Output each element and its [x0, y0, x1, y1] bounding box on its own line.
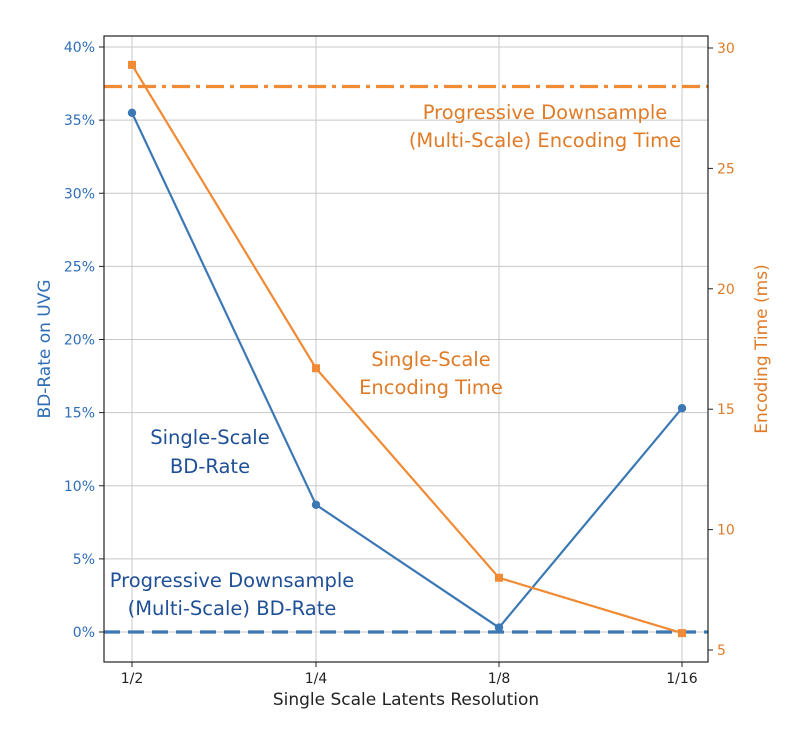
reference-lines [104, 84, 708, 634]
y-left-tick-label: 5% [73, 552, 95, 568]
encoding-time-point [128, 60, 136, 69]
bdrate-series-line [131, 112, 683, 630]
right-axis-title: Encoding Time (ms) [752, 264, 772, 433]
series [127, 60, 687, 638]
y-left-tick-label: 10% [64, 479, 95, 495]
annotation-multiscale-bdrate-line2: (Multi-Scale) BD-Rate [128, 597, 337, 620]
left-axis-title: BD-Rate on UVG [35, 279, 55, 418]
annotation-multiscale-bdrate-line1: Progressive Downsample [110, 569, 355, 592]
annotation-multiscale-time-line2: (Multi-Scale) Encoding Time [409, 129, 681, 152]
y-right-tick-label: 15 [717, 402, 735, 418]
encoding-time-point [312, 364, 320, 373]
y-left-tick-label: 25% [64, 259, 95, 275]
x-tick-label: 1/4 [305, 671, 328, 687]
y-right-tick-label: 5 [717, 643, 726, 659]
annotation-singlescale-time-line1: Single-Scale [371, 348, 490, 371]
bdrate-point [494, 623, 504, 632]
y-right-tick-label: 30 [717, 41, 735, 57]
annotation-singlescale-bdrate-line1: Single-Scale [150, 426, 269, 449]
x-tick-label: 1/2 [121, 671, 144, 687]
grid [104, 36, 708, 662]
y-left-tick-label: 20% [64, 333, 95, 349]
y-right-tick-label: 25 [717, 161, 735, 177]
encoding-time-series-line [131, 64, 683, 635]
y-right-tick-label: 20 [717, 282, 735, 298]
ticks: 1/2 1/4 1/8 1/16 0% 5% 10% 15% 20% 25% 30% 35% 40% 5 1… [64, 40, 735, 687]
bdrate-point [127, 108, 137, 118]
annotation-multiscale-time-line1: Progressive Downsample [423, 101, 668, 124]
annotation-singlescale-bdrate-line2: BD-Rate [170, 455, 250, 478]
y-left-tick-label: 0% [73, 625, 95, 641]
bdrate-point [311, 500, 321, 509]
y-left-tick-label: 35% [64, 113, 95, 129]
plot-frame [103, 35, 709, 663]
encoding-time-point [678, 629, 686, 638]
x-tick-label: 1/16 [666, 671, 698, 687]
y-left-tick-label: 15% [64, 406, 95, 422]
y-right-tick-label: 10 [717, 523, 735, 539]
bdrate-point [677, 404, 687, 413]
y-left-tick-label: 30% [64, 186, 95, 202]
annotation-singlescale-time-line2: Encoding Time [359, 376, 503, 399]
x-axis-title: Single Scale Latents Resolution [273, 690, 539, 710]
y-left-tick-label: 40% [64, 40, 95, 56]
encoding-time-point [495, 573, 503, 582]
x-tick-label: 1/8 [488, 671, 511, 687]
